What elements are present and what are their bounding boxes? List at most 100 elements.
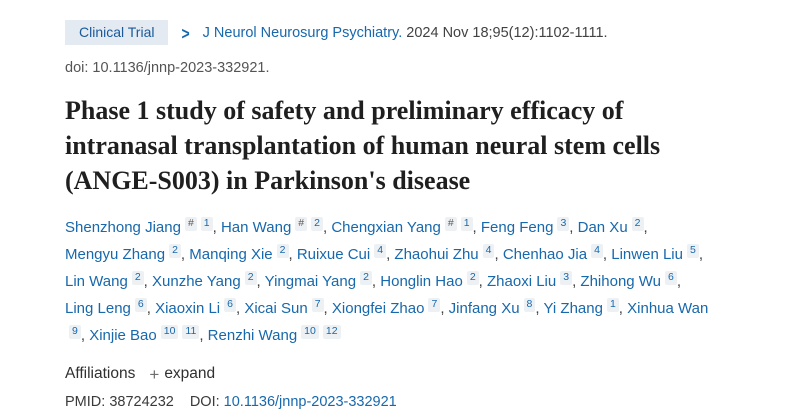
author-separator: , — [676, 273, 682, 290]
author-link[interactable]: Jinfang Xu — [448, 300, 520, 317]
publication-type-badge: Clinical Trial — [65, 20, 169, 45]
author-link[interactable]: Renzhi Wang — [207, 327, 298, 344]
author-link[interactable]: Zhaohui Zhu — [394, 246, 479, 263]
pmid-label: PMID: — [65, 394, 106, 410]
author-link[interactable]: Chenhao Jia — [502, 246, 588, 263]
expand-label: expand — [164, 365, 216, 382]
author-separator: , — [143, 273, 152, 290]
affiliation-superscript[interactable]: 4 — [374, 244, 387, 258]
author-link[interactable]: Zhaoxi Liu — [487, 273, 557, 290]
author-separator: , — [440, 300, 449, 317]
author-separator: , — [180, 246, 190, 263]
equal-contribution-mark: # — [444, 217, 457, 231]
author-link[interactable]: Mengyu Zhang — [65, 246, 166, 263]
affiliation-superscript[interactable]: 2 — [244, 271, 257, 285]
affiliation-superscript[interactable]: 4 — [482, 244, 495, 258]
affiliation-superscript[interactable]: 12 — [322, 325, 341, 339]
author-separator: , — [643, 219, 648, 236]
author-link[interactable]: Linwen Liu — [611, 246, 683, 263]
equal-contribution-mark: # — [184, 217, 197, 231]
author-separator: , — [535, 300, 544, 317]
plus-icon: + — [149, 364, 160, 384]
author-link[interactable]: Ruixue Cui — [296, 246, 371, 263]
author-separator: , — [494, 246, 503, 263]
author-link[interactable]: Xinhua Wan — [627, 300, 709, 317]
affiliation-superscript[interactable]: 8 — [523, 298, 536, 312]
journal-link[interactable]: J Neurol Neurosurg Psychiatry. — [202, 24, 403, 41]
affiliation-superscript[interactable]: 2 — [360, 271, 372, 285]
affiliations-expand-button[interactable]: + expand — [149, 365, 215, 383]
author-link[interactable]: Xicai Sun — [244, 300, 308, 317]
author-separator: , — [602, 246, 612, 263]
author-separator: , — [322, 219, 332, 236]
author-link[interactable]: Yingmai Yang — [264, 273, 357, 290]
affiliation-superscript[interactable]: 4 — [591, 244, 603, 258]
affiliation-superscript[interactable]: 11 — [182, 325, 200, 339]
affiliation-superscript[interactable]: 2 — [466, 271, 479, 285]
author-separator: , — [80, 327, 90, 344]
affiliation-superscript[interactable]: 1 — [200, 217, 213, 231]
author-link[interactable]: Shenzhong Jiang — [65, 219, 181, 236]
author-separator: , — [371, 273, 381, 290]
identifiers-row: PMID: 38724232 DOI: 10.1136/jnnp-2023-332… — [65, 394, 738, 410]
author-link[interactable]: Han Wang — [220, 219, 292, 236]
doi-label: DOI: — [189, 394, 220, 410]
affiliation-superscript[interactable]: 2 — [169, 244, 181, 258]
affiliation-superscript[interactable]: 9 — [69, 325, 81, 339]
author-separator: , — [146, 300, 156, 317]
author-link[interactable]: Xiongfei Zhao — [331, 300, 425, 317]
author-separator: , — [572, 273, 581, 290]
author-separator: , — [199, 327, 208, 344]
affiliation-superscript[interactable]: 10 — [160, 325, 179, 339]
citation-details: 2024 Nov 18;95(12):1102-1111. — [406, 24, 608, 41]
affiliations-label: Affiliations — [65, 365, 136, 382]
author-link[interactable]: Xiaoxin Li — [155, 300, 221, 317]
affiliation-superscript[interactable]: 1 — [606, 298, 619, 312]
author-link[interactable]: Lin Wang — [65, 273, 128, 290]
article-title: Phase 1 study of safety and preliminary … — [65, 96, 661, 195]
equal-contribution-mark: # — [295, 217, 308, 231]
affiliation-superscript[interactable]: 6 — [224, 298, 236, 312]
author-separator: , — [386, 246, 395, 263]
author-link[interactable]: Feng Feng — [480, 219, 554, 236]
author-link[interactable]: Xinjie Bao — [89, 327, 157, 344]
citation-text: J Neurol Neurosurg Psychiatry. 2024 Nov … — [203, 25, 608, 41]
author-link[interactable]: Honglin Hao — [380, 273, 463, 290]
doi-link[interactable]: 10.1136/jnnp-2023-332921 — [223, 394, 397, 410]
author-separator: , — [478, 273, 488, 290]
affiliation-superscript[interactable]: 6 — [665, 271, 677, 285]
author-separator: , — [618, 300, 628, 317]
author-link[interactable]: Yi Zhang — [543, 300, 603, 317]
citation-row: Clinical Trial > J Neurol Neurosurg Psyc… — [65, 20, 738, 45]
author-separator: , — [235, 300, 245, 317]
author-link[interactable]: Manqing Xie — [189, 246, 273, 263]
chevron-right-icon: > — [181, 22, 190, 43]
affiliation-superscript[interactable]: 2 — [311, 217, 323, 231]
doi-line: doi: 10.1136/jnnp-2023-332921. — [65, 60, 270, 76]
author-separator: , — [212, 219, 221, 236]
author-separator: , — [569, 219, 578, 236]
affiliations-row: Affiliations + expand — [65, 365, 738, 383]
affiliation-superscript[interactable]: 5 — [686, 244, 699, 258]
affiliation-superscript[interactable]: 10 — [301, 325, 319, 339]
affiliation-superscript[interactable]: 2 — [276, 244, 289, 258]
author-separator: , — [256, 273, 265, 290]
affiliation-superscript[interactable]: 6 — [134, 298, 147, 312]
author-link[interactable]: Dan Xu — [577, 219, 628, 236]
author-link[interactable]: Chengxian Yang — [331, 219, 441, 236]
author-link[interactable]: Zhihong Wu — [580, 273, 662, 290]
affiliation-superscript[interactable]: 2 — [631, 217, 644, 231]
affiliation-superscript[interactable]: 3 — [560, 271, 573, 285]
author-link[interactable]: Xunzhe Yang — [152, 273, 241, 290]
affiliation-superscript[interactable]: 7 — [311, 298, 324, 312]
author-separator: , — [472, 219, 481, 236]
affiliation-superscript[interactable]: 3 — [557, 217, 570, 231]
affiliation-superscript[interactable]: 2 — [131, 271, 144, 285]
author-link[interactable]: Ling Leng — [65, 300, 131, 317]
author-separator: , — [698, 246, 703, 263]
affiliation-superscript[interactable]: 7 — [428, 298, 441, 312]
pmid-value: 38724232 — [109, 394, 174, 410]
authors-list: Shenzhong Jiang #1, Han Wang #2, Chengxian… — [65, 214, 720, 349]
affiliation-superscript[interactable]: 1 — [460, 217, 473, 231]
